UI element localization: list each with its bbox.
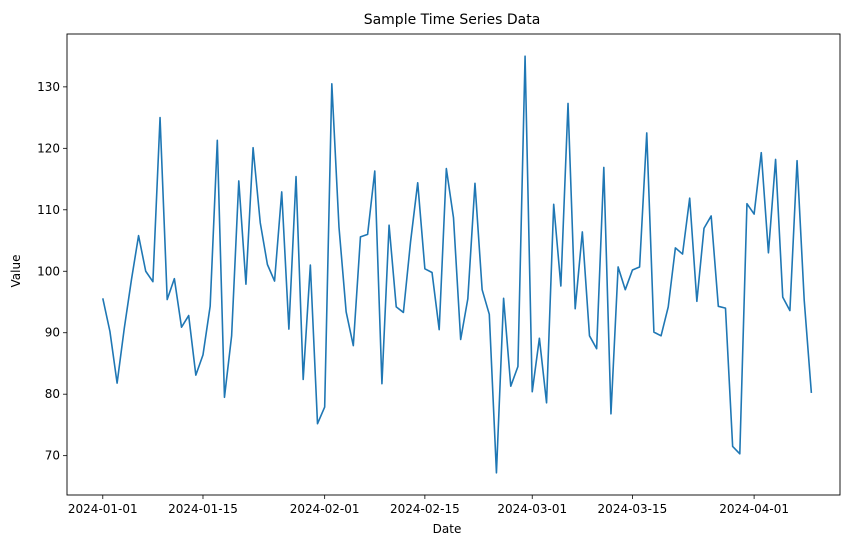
y-tick-label: 110 bbox=[37, 203, 60, 217]
y-tick-label: 120 bbox=[37, 141, 60, 155]
x-tick-label: 2024-02-15 bbox=[390, 502, 460, 516]
x-axis-ticks: 2024-01-01 2024-01-15 2024-02-01 2024-02-15… bbox=[68, 495, 789, 516]
y-tick-label: 70 bbox=[45, 449, 60, 463]
plot-frame bbox=[66, 33, 841, 496]
y-tick-label: 80 bbox=[45, 387, 60, 401]
chart-title: Sample Time Series Data bbox=[364, 12, 541, 28]
plot-area: 2024-01-01 2024-01-15 2024-02-01 2024-02-15… bbox=[37, 33, 841, 516]
x-tick-label: 2024-01-01 bbox=[68, 502, 138, 516]
x-axis-label: Date bbox=[433, 522, 462, 536]
x-tick-label: 2024-01-15 bbox=[168, 502, 238, 516]
y-tick-label: 130 bbox=[37, 80, 60, 94]
series-line bbox=[102, 55, 813, 474]
y-axis-label: Value bbox=[9, 255, 23, 288]
x-tick-label: 2024-04-01 bbox=[719, 502, 789, 516]
x-tick-label: 2024-03-01 bbox=[497, 502, 567, 516]
y-tick-label: 90 bbox=[45, 326, 60, 340]
y-axis-ticks: 70 80 90 100 110 120 130 bbox=[37, 80, 67, 463]
x-tick-label: 2024-03-15 bbox=[598, 502, 668, 516]
x-tick-label: 2024-02-01 bbox=[290, 502, 360, 516]
y-tick-label: 100 bbox=[37, 264, 60, 278]
